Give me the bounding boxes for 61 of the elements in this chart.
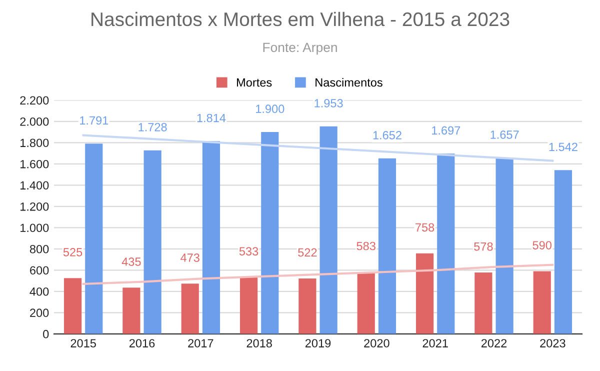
data-label: 435 (122, 258, 141, 266)
y-tick-label: 600 (30, 266, 49, 275)
data-label: 533 (239, 247, 258, 256)
bar (85, 144, 103, 334)
data-label: 758 (416, 223, 434, 232)
x-tick-label: 2015 (70, 339, 96, 348)
data-label: 522 (298, 248, 317, 257)
chart-title: Nascimentos x Mortes em Vilhena - 2015 a 2023 (92, 12, 510, 26)
data-label: 578 (474, 242, 493, 251)
x-tick-label: 2017 (188, 339, 214, 348)
legend-label: Mortes (237, 78, 272, 87)
x-tick-label: 2016 (129, 339, 155, 348)
x-tick-label: 2020 (364, 339, 390, 348)
x-tick-label: 2018 (246, 339, 272, 348)
x-tick-label: 2019 (305, 339, 331, 348)
data-label: 1.814 (197, 114, 226, 122)
y-tick-label: 1.000 (20, 224, 49, 232)
bar (320, 126, 338, 334)
y-tick-label: 400 (30, 287, 49, 296)
x-tick-label: 2021 (422, 339, 448, 348)
data-label: 1.953 (314, 99, 343, 108)
bar (437, 154, 455, 334)
data-label: 473 (180, 254, 200, 262)
bar (202, 141, 220, 334)
bar (122, 288, 140, 334)
y-tick-label: 800 (30, 244, 49, 254)
y-tick-label: 1.400 (20, 181, 49, 190)
bar (416, 253, 434, 334)
y-tick-label: 200 (30, 308, 49, 318)
data-label: 1.542 (549, 142, 578, 152)
data-label: 525 (63, 248, 82, 256)
y-tick-label: 1.800 (20, 138, 49, 148)
bar (261, 132, 279, 334)
data-label: 590 (532, 241, 552, 250)
y-tick-label: 2.200 (20, 96, 49, 105)
data-label: 1.791 (80, 116, 108, 125)
bar (533, 271, 551, 334)
data-label: 1.728 (138, 122, 167, 132)
data-label: 1.900 (256, 104, 284, 114)
bar (64, 278, 82, 334)
legend-label: Nascimentos (316, 78, 382, 87)
data-label: 583 (356, 242, 376, 250)
chart-subtitle: Fonte: Arpen (263, 42, 337, 55)
bar (240, 277, 258, 334)
y-tick-label: 1.600 (20, 160, 49, 168)
data-label: 1.652 (373, 131, 402, 140)
bar (496, 158, 514, 334)
x-tick-label: 2023 (540, 339, 566, 348)
bar (298, 278, 316, 334)
bar (554, 170, 572, 334)
data-label: 1.697 (432, 126, 460, 135)
bar (144, 150, 162, 334)
bar (378, 158, 396, 334)
y-tick-label: 2.000 (20, 117, 49, 126)
y-tick-label: 0 (43, 330, 49, 338)
bar (357, 272, 375, 334)
bar (474, 272, 492, 334)
y-tick-label: 1.200 (20, 202, 49, 211)
x-tick-label: 2022 (481, 339, 507, 348)
data-label: 1.657 (490, 130, 519, 139)
bar (181, 284, 199, 334)
